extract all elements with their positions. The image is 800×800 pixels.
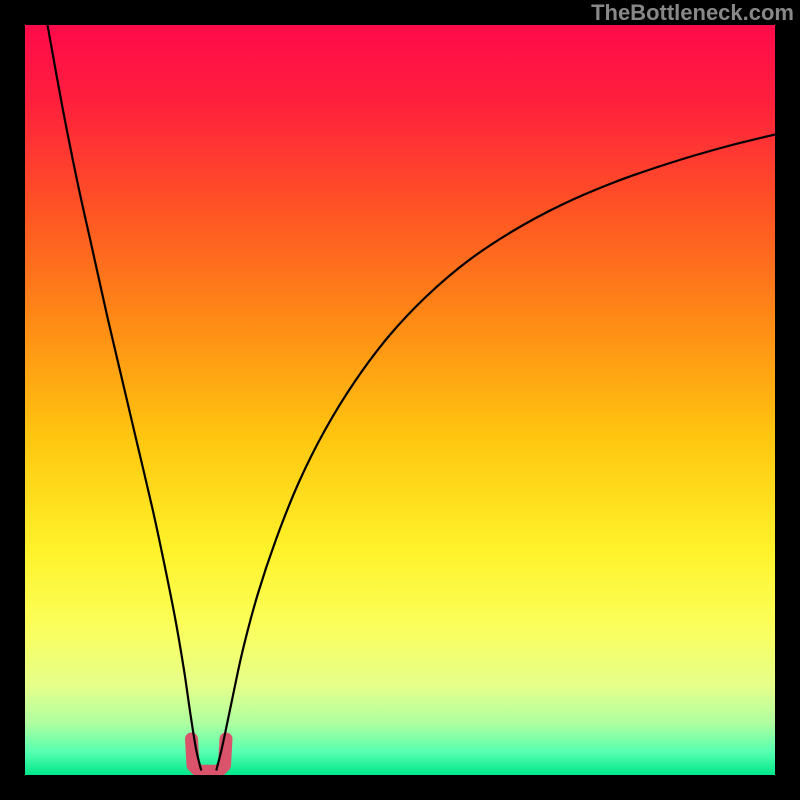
watermark-text: TheBottleneck.com	[591, 0, 794, 26]
plot-area	[25, 25, 775, 775]
chart-svg	[25, 25, 775, 775]
chart-frame: TheBottleneck.com	[0, 0, 800, 800]
gradient-background	[25, 25, 775, 775]
